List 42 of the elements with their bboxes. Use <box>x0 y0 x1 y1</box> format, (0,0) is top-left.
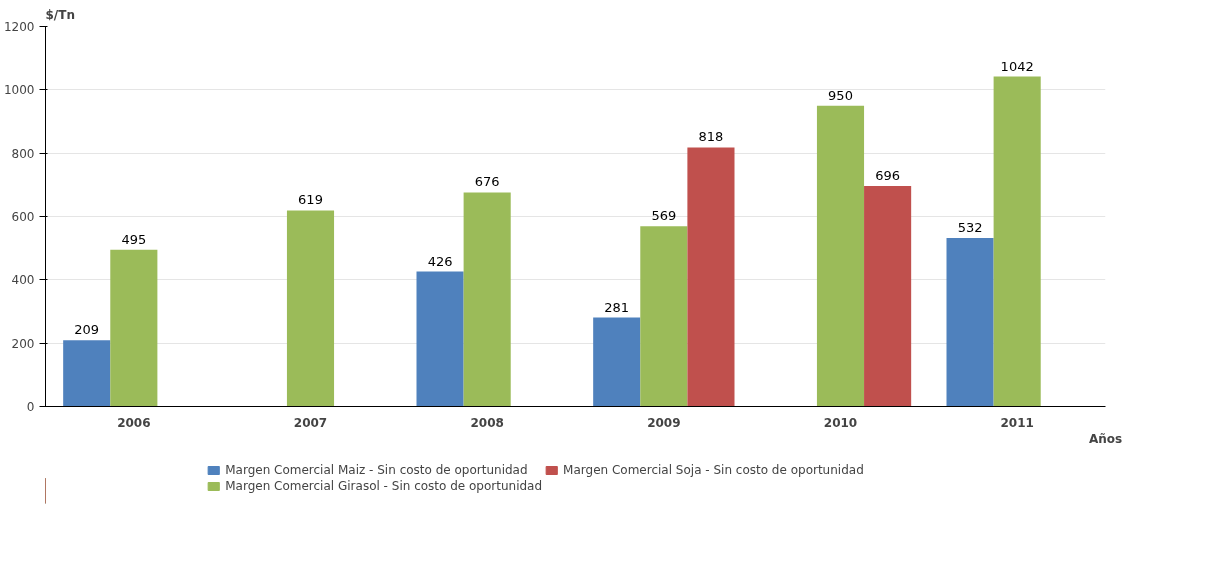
y-axis-title: $/Tn <box>45 7 75 22</box>
bar <box>864 186 912 407</box>
data-label: 818 <box>698 129 724 145</box>
bar <box>63 340 111 407</box>
data-label: 209 <box>74 322 100 338</box>
bar <box>640 226 688 407</box>
legend-label: Margen Comercial Soja - Sin costo de oportunidad <box>563 463 864 477</box>
y-tick-label: 1000 <box>3 83 35 98</box>
data-label: 619 <box>298 192 323 208</box>
bar <box>416 271 464 407</box>
bar <box>463 192 511 407</box>
x-axis-title: Años <box>1088 431 1123 446</box>
data-label: 426 <box>427 253 453 269</box>
x-tick-label: 2009 <box>647 415 681 430</box>
y-tick-label: 400 <box>11 273 35 288</box>
y-tick-label: 600 <box>11 210 35 224</box>
x-tick-label: 2008 <box>470 415 504 430</box>
bar <box>993 76 1041 407</box>
legend-label: Margen Comercial Girasol - Sin costo de oportunidad <box>225 479 543 493</box>
x-tick-label: 2006 <box>117 415 151 430</box>
bar <box>110 249 158 407</box>
data-label: 532 <box>957 220 983 236</box>
y-tick-label: 200 <box>11 336 35 351</box>
x-tick-label: 2007 <box>293 415 328 430</box>
data-label: 569 <box>651 208 677 224</box>
legend-label: Margen Comercial Maiz - Sin costo de oportunidad <box>225 463 528 477</box>
data-label: 676 <box>474 174 500 190</box>
bar <box>593 317 641 407</box>
data-label: 281 <box>604 299 630 315</box>
y-tick-label: 800 <box>11 146 35 161</box>
bar <box>687 147 735 407</box>
x-tick-label: 2011 <box>1000 415 1034 430</box>
y-tick-label: 1200 <box>3 20 35 34</box>
data-label: 495 <box>121 231 147 247</box>
bar <box>286 210 335 407</box>
y-tick-label: 0 <box>26 400 35 414</box>
x-tick-label: 2010 <box>823 415 858 430</box>
data-label: 950 <box>828 87 853 103</box>
data-label: 696 <box>875 168 901 184</box>
bar <box>946 238 994 407</box>
data-label: 1042 <box>1000 58 1034 74</box>
bar <box>816 105 865 407</box>
